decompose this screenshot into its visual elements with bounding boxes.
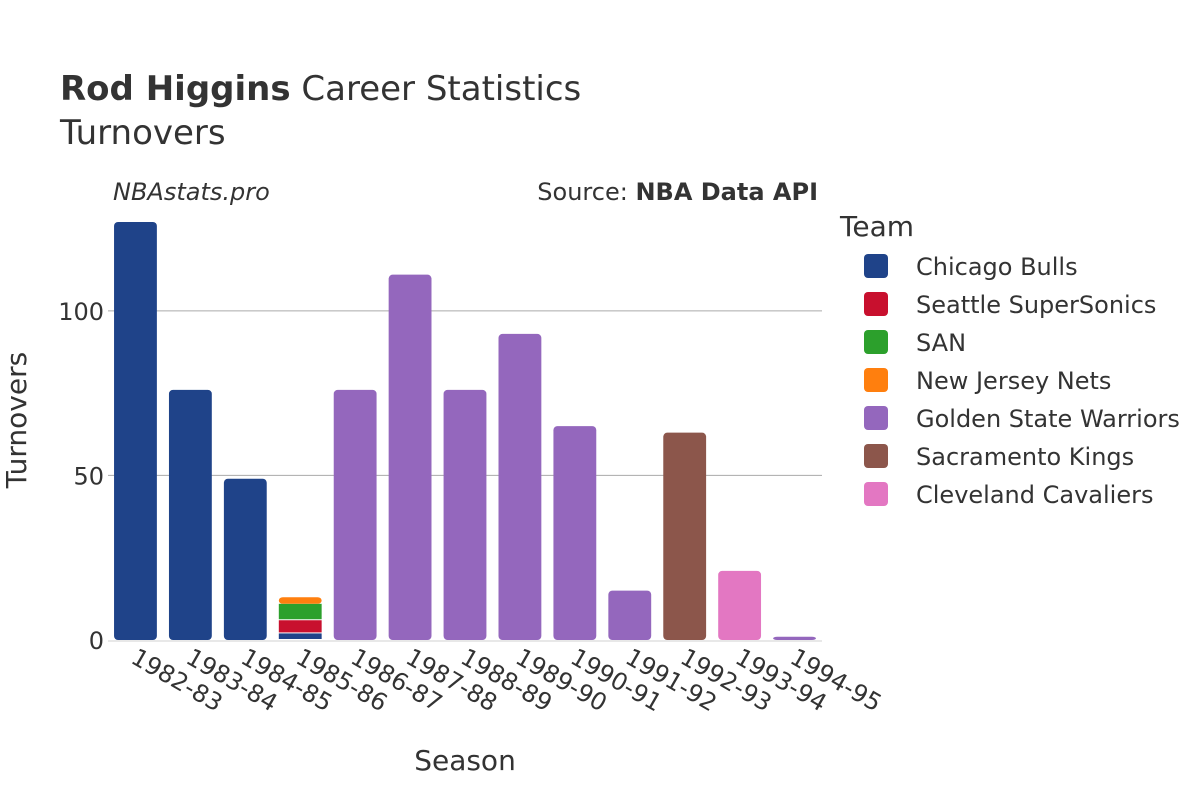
bar-group-1983-84: Chicago Bulls 1983-84: 76 [168,389,212,640]
bar-segment: Seattle SuperSonics 1985-86: 4 [278,620,322,633]
legend-label: SAN [916,329,966,357]
bar-segment: SAN 1985-86: 5 [278,603,322,620]
bar-segment: Sacramento Kings 1992-93: 63 [663,432,707,640]
bar-group-1987-88: Golden State Warriors 1987-88: 111 [388,274,432,640]
source-prefix: Source: [537,178,635,206]
legend-swatch [864,254,888,278]
bar-segment: Golden State Warriors 1991-92: 15 [608,590,652,640]
source-name: NBA Data API [635,178,818,206]
legend-swatch [864,368,888,392]
bar-group-1984-85: Chicago Bulls 1984-85: 49 [223,478,267,640]
legend-label: Golden State Warriors [916,405,1180,433]
legend-item[interactable]: Golden State Warriors [864,405,1180,433]
watermark: NBAstats.pro [113,178,270,206]
bar-segment: Chicago Bulls 1984-85: 49 [223,478,267,640]
bar-group-1982-83: Chicago Bulls 1982-83: 127 [114,222,157,640]
bar-group-1986-87: Golden State Warriors 1986-87: 76 [333,389,377,640]
legend-item[interactable]: Seattle SuperSonics [864,291,1156,319]
y-tick-label: 0 [89,627,104,655]
bar-segment: New Jersey Nets 1985-86: 2 [278,597,322,604]
legend-item[interactable]: Sacramento Kings [864,443,1134,471]
bar-segment: Golden State Warriors 1989-90: 93 [498,333,542,640]
bar-group-1993-94: Cleveland Cavaliers 1993-94: 21 [718,570,762,640]
y-tick-label: 100 [58,298,104,326]
chart-title-player: Rod Higgins [60,69,291,109]
legend: Team Chicago Bulls Seattle SuperSonics SAN… [839,210,1180,509]
bar-segment: Golden State Warriors 1986-87: 76 [333,389,377,640]
chart-title: Rod Higgins Career Statistics [60,69,581,109]
legend-label: Chicago Bulls [916,253,1078,281]
legend-label: Seattle SuperSonics [916,291,1156,319]
bar-group-1990-91: Golden State Warriors 1990-91: 65 [553,426,597,640]
bar-segment: Golden State Warriors 1988-89: 76 [443,389,487,640]
x-axis-ticks: 1982-831983-841984-851985-861986-871987-… [126,643,886,717]
source-credit: Source: NBA Data API [537,178,818,206]
bar-segment: Golden State Warriors 1994-95: 1 [773,636,816,640]
legend-swatch [864,292,888,316]
bar-segment: Golden State Warriors 1990-91: 65 [553,426,597,640]
legend-label: Cleveland Cavaliers [916,481,1153,509]
y-axis-title: Turnovers [0,352,33,489]
chart-subtitle: Turnovers [59,113,226,153]
bar-group-1992-93: Sacramento Kings 1992-93: 63 [663,432,707,640]
legend-item[interactable]: Chicago Bulls [864,253,1078,281]
legend-title: Team [839,210,914,243]
bar-segment: Chicago Bulls 1982-83: 127 [114,222,157,640]
legend-items: Chicago Bulls Seattle SuperSonics SAN New J… [864,253,1180,509]
bar-group-1989-90: Golden State Warriors 1989-90: 93 [498,333,542,640]
bar-group-1994-95: Golden State Warriors 1994-95: 1 [773,636,816,640]
legend-swatch [864,444,888,468]
legend-item[interactable]: Cleveland Cavaliers [864,481,1153,509]
bar-group-1988-89: Golden State Warriors 1988-89: 76 [443,389,487,640]
bar-segment: Golden State Warriors 1987-88: 111 [388,274,432,640]
legend-item[interactable]: New Jersey Nets [864,367,1111,395]
bar-group-1991-92: Golden State Warriors 1991-92: 15 [608,590,652,640]
legend-label: New Jersey Nets [916,367,1111,395]
chart-title-rest: Career Statistics [291,69,582,109]
x-axis-title: Season [414,744,516,777]
y-tick-label: 50 [73,462,104,490]
bars: Chicago Bulls 1982-83: 127 Chicago Bulls … [114,222,816,640]
bar-segment: Chicago Bulls 1985-86: 2 [278,633,322,639]
legend-item[interactable]: SAN [864,329,966,357]
y-axis-ticks: 0 50 100 [58,298,104,655]
legend-swatch [864,482,888,506]
legend-swatch [864,330,888,354]
bar-segment: Cleveland Cavaliers 1993-94: 21 [718,570,762,640]
legend-swatch [864,406,888,430]
legend-label: Sacramento Kings [916,443,1134,471]
bar-group-1985-86: Chicago Bulls 1985-86: 2Seattle SuperSon… [278,597,322,639]
bar-segment: Chicago Bulls 1983-84: 76 [168,389,212,640]
